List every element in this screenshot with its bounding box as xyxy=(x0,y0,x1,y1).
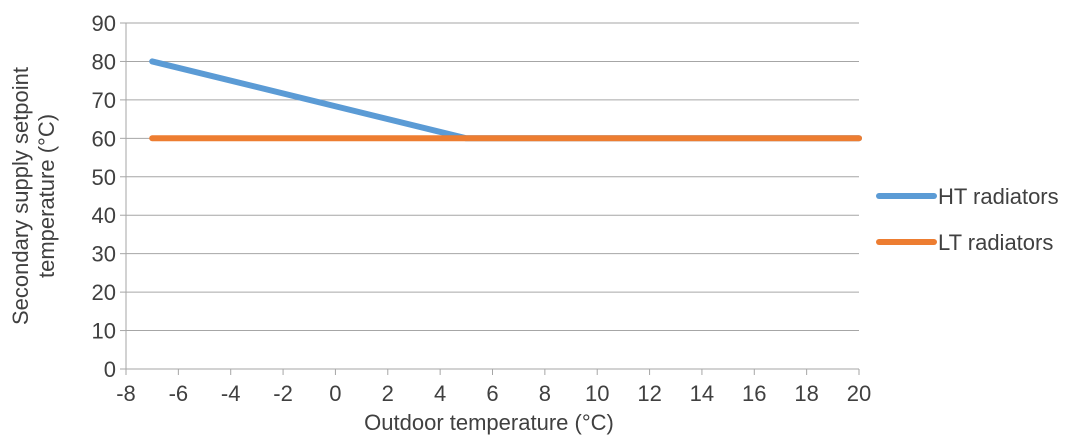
y-tick-label: 80 xyxy=(92,49,116,74)
y-tick-label: 60 xyxy=(92,126,116,151)
y-tick-label: 40 xyxy=(92,203,116,228)
y-tick-label: 0 xyxy=(104,357,116,382)
y-tick-label: 70 xyxy=(92,88,116,113)
x-tick-label: -2 xyxy=(273,381,293,406)
x-tick-label: -8 xyxy=(116,381,136,406)
x-tick-label: 2 xyxy=(382,381,394,406)
x-tick-label: 8 xyxy=(539,381,551,406)
y-tick-label: 90 xyxy=(92,11,116,36)
y-tick-label: 10 xyxy=(92,319,116,344)
x-axis-title: Outdoor temperature (°C) xyxy=(364,410,614,435)
x-tick-labels: -8 -6 -4 -2 0 2 4 6 8 10 12 14 16 18 20 xyxy=(116,381,871,406)
x-tick-label: 18 xyxy=(794,381,818,406)
series-lines xyxy=(149,58,862,142)
y-axis-title-line2: temperature (°C) xyxy=(34,114,59,278)
y-tick-label: 50 xyxy=(92,165,116,190)
x-tick-label: 6 xyxy=(486,381,498,406)
gridlines xyxy=(126,22,859,332)
x-tick-label: -4 xyxy=(221,381,241,406)
y-axis-title-line1: Secondary supply setpoint xyxy=(8,67,33,325)
x-tick-label: 0 xyxy=(329,381,341,406)
x-tick-label: 14 xyxy=(690,381,714,406)
legend: HT radiators LT radiators xyxy=(876,184,1059,255)
x-tick-label: 10 xyxy=(585,381,609,406)
x-tick-label: 16 xyxy=(742,381,766,406)
x-tick-label: 20 xyxy=(847,381,871,406)
x-tick-label: 12 xyxy=(637,381,661,406)
legend-label-lt: LT radiators xyxy=(938,230,1053,255)
axes xyxy=(120,22,860,375)
y-tick-labels: 0 10 20 30 40 50 60 70 80 90 xyxy=(92,11,116,382)
y-tick-label: 30 xyxy=(92,242,116,267)
y-tick-label: 20 xyxy=(92,280,116,305)
x-tick-label: -6 xyxy=(169,381,189,406)
y-axis-title: Secondary supply setpoint temperature (°… xyxy=(8,67,59,325)
x-tick-label: 4 xyxy=(434,381,446,406)
legend-label-ht: HT radiators xyxy=(938,184,1059,209)
